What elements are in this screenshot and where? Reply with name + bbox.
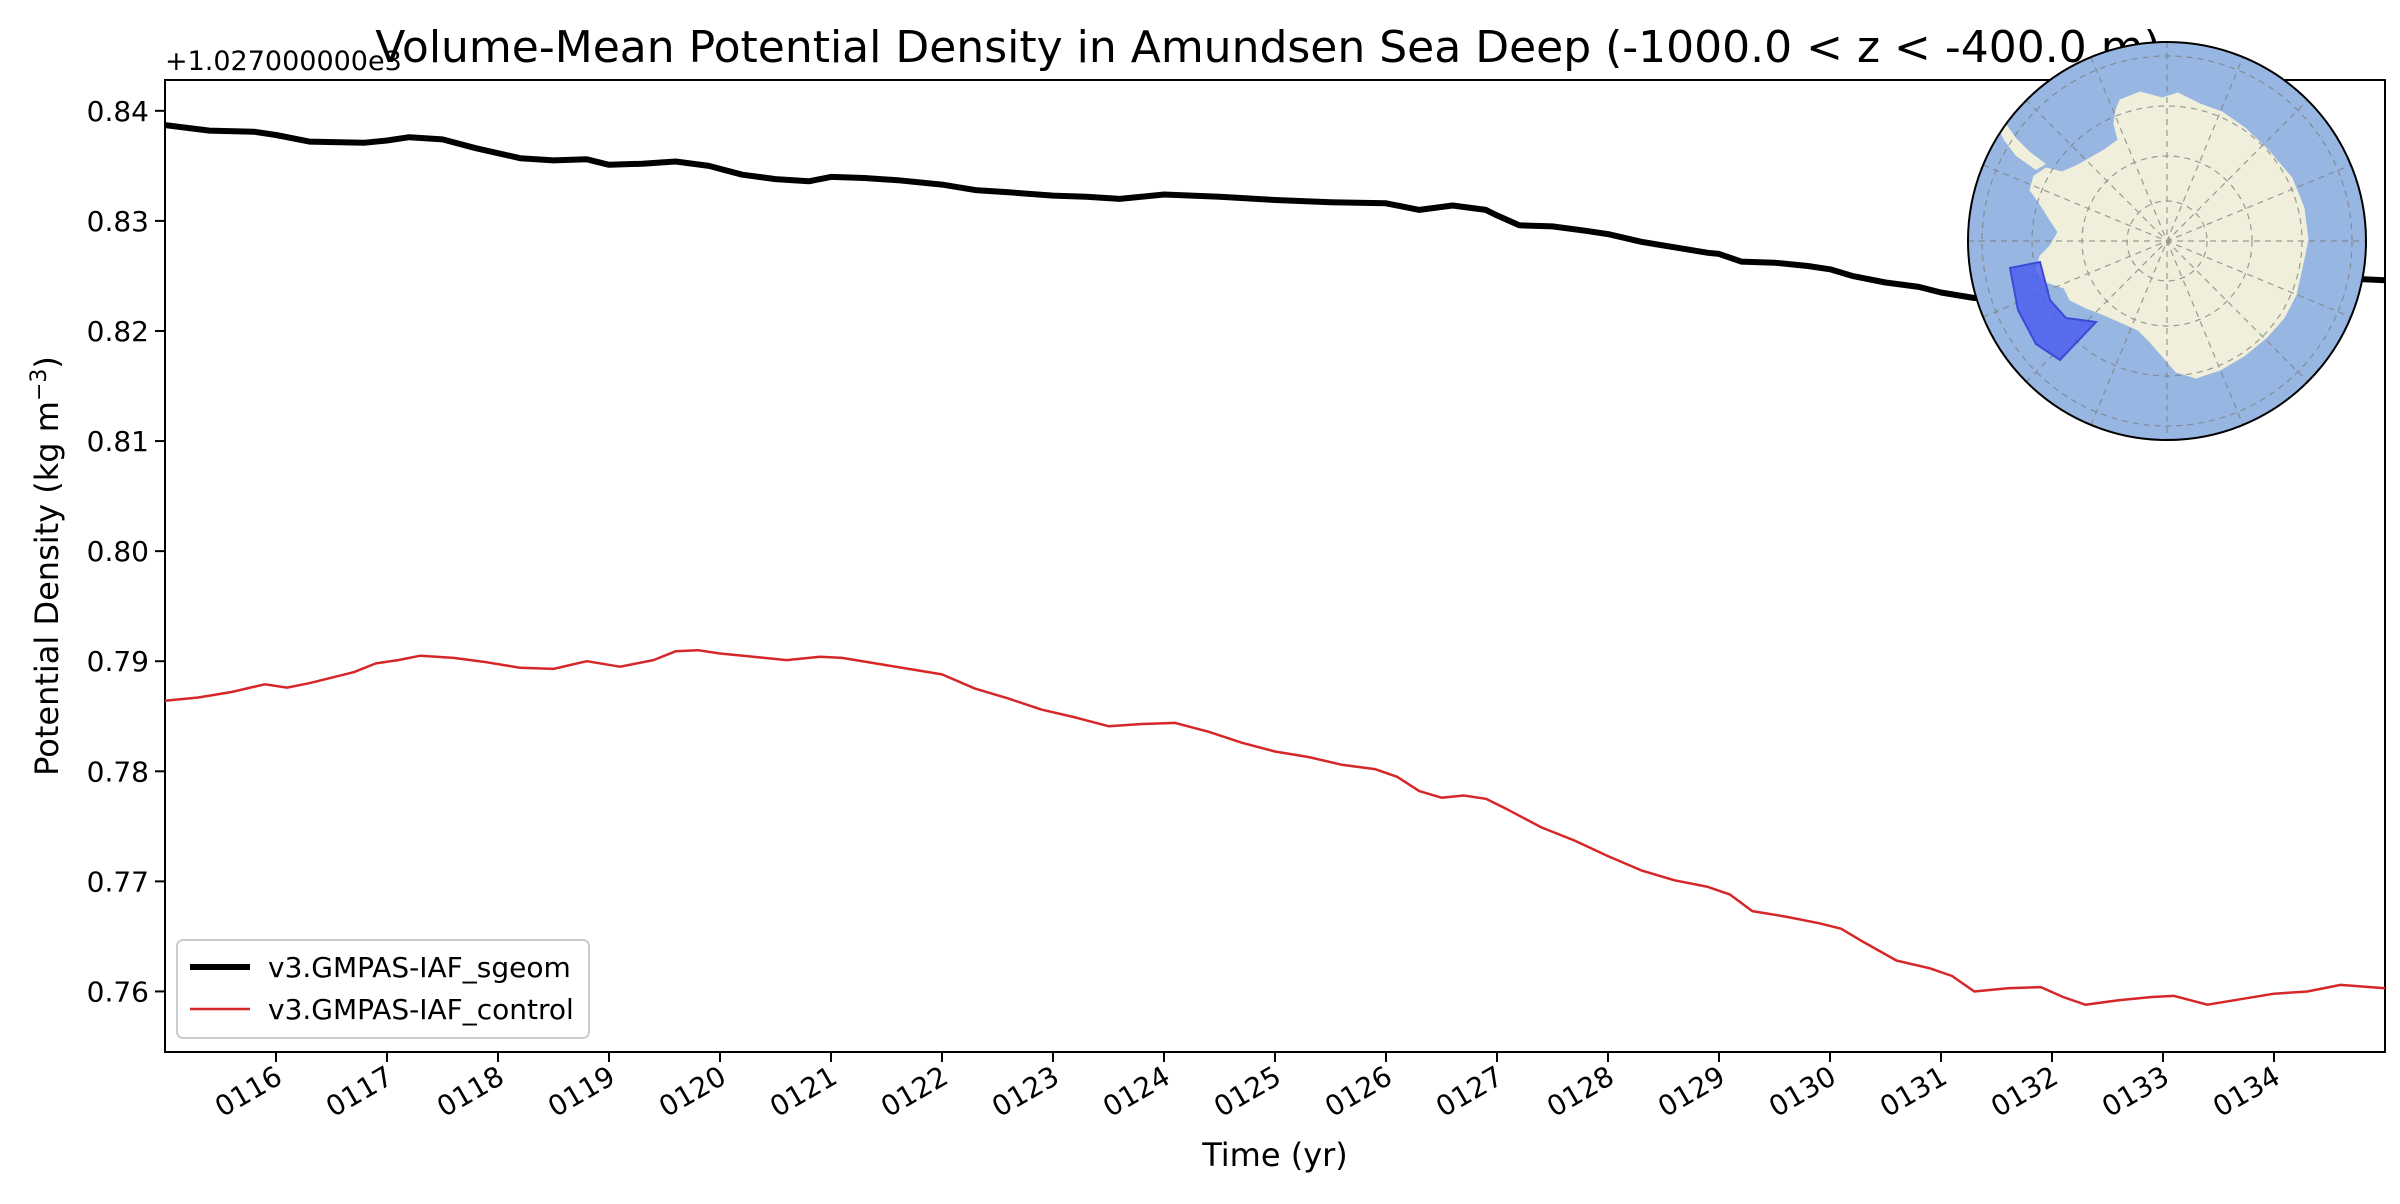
- y-axis: 0.76 0.77 0.78 0.79 0.80 0.81 0.82 0.83 0.84: [87, 95, 165, 1008]
- x-tick-label: 0120: [653, 1059, 731, 1123]
- y-tick-label: 0.79: [87, 645, 149, 678]
- antarctica-polar-map-icon: [1967, 41, 2367, 441]
- legend: v3.GMPAS-IAF_sgeom v3.GMPAS-IAF_control: [176, 939, 590, 1039]
- x-tick-label: 0131: [1874, 1059, 1952, 1123]
- series-line-control: [165, 648, 2385, 1006]
- y-axis-label-close: ): [28, 356, 66, 368]
- y-tick-label: 0.82: [87, 315, 149, 348]
- x-tick-label: 0125: [1208, 1059, 1286, 1123]
- chart-title: Volume-Mean Potential Density in Amundse…: [375, 22, 2161, 73]
- y-axis-label-main: Potential Density (kg m: [28, 401, 66, 776]
- legend-label-control: v3.GMPAS-IAF_control: [268, 993, 574, 1026]
- x-tick-label: 0134: [2207, 1059, 2285, 1123]
- x-tick-label: 0116: [209, 1059, 287, 1123]
- y-tick-label: 0.80: [87, 535, 149, 568]
- x-tick-label: 0127: [1430, 1059, 1508, 1123]
- x-tick-label: 0130: [1763, 1059, 1841, 1123]
- x-tick-label: 0126: [1319, 1059, 1397, 1123]
- x-tick-label: 0118: [431, 1059, 509, 1123]
- x-axis-label: Time (yr): [1201, 1136, 1348, 1174]
- x-tick-label: 0132: [1985, 1059, 2063, 1123]
- x-tick-label: 0121: [764, 1059, 842, 1123]
- y-axis-label: Potential Density (kg m−3): [27, 356, 66, 776]
- x-tick-label: 0133: [2096, 1059, 2174, 1123]
- series-line-sgeom: [165, 122, 2385, 305]
- legend-label-sgeom: v3.GMPAS-IAF_sgeom: [268, 951, 571, 984]
- legend-box: [176, 939, 590, 1039]
- x-tick-label: 0128: [1541, 1059, 1619, 1123]
- x-tick-label: 0119: [542, 1059, 620, 1123]
- inset-antarctica-land: [2029, 91, 2309, 379]
- y-tick-label: 0.78: [87, 755, 149, 788]
- x-tick-label: 0117: [320, 1059, 398, 1123]
- inset-amundsen-region: [2008, 260, 2099, 362]
- y-tick-label: 0.76: [87, 975, 149, 1008]
- y-tick-label: 0.81: [87, 425, 149, 458]
- inset-peninsula: [1998, 124, 2046, 170]
- x-tick-label: 0129: [1652, 1059, 1730, 1123]
- x-tick-label: 0124: [1097, 1059, 1175, 1123]
- x-tick-label: 0122: [875, 1059, 953, 1123]
- y-tick-label: 0.84: [87, 95, 149, 128]
- y-tick-label: 0.83: [87, 205, 149, 238]
- y-tick-label: 0.77: [87, 865, 149, 898]
- x-axis: 0116 0117 0118 0119 0120 0121 0122 0123 0124 0125…: [209, 1052, 2286, 1124]
- y-offset-label: +1.027000000e3: [165, 46, 402, 77]
- y-axis-label-superscript: −3: [27, 369, 52, 401]
- x-tick-label: 0123: [986, 1059, 1064, 1123]
- series-layer: [165, 122, 2385, 1006]
